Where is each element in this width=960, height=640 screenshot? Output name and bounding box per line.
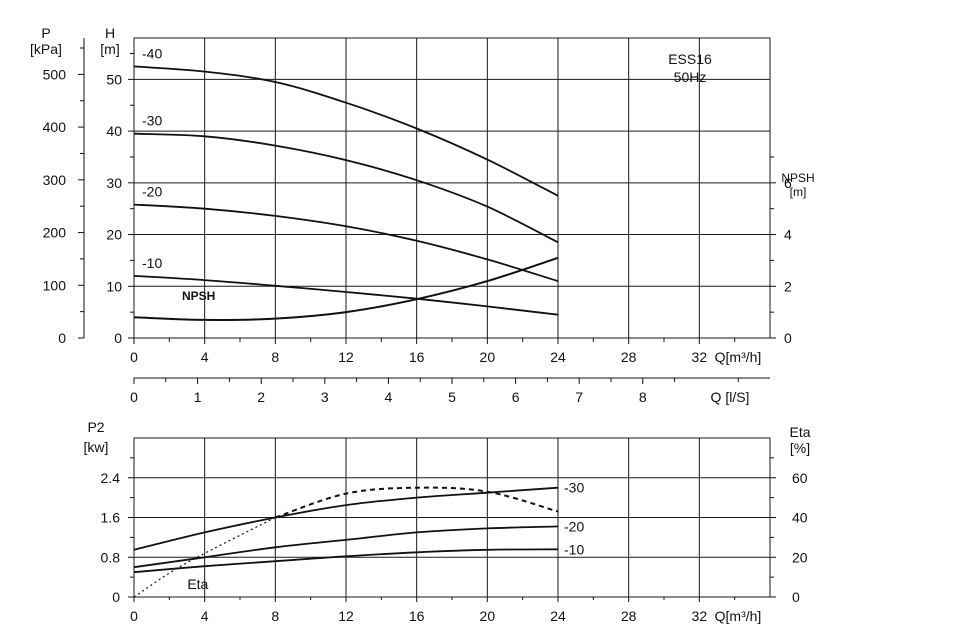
liters-tick-label: 1 — [194, 389, 202, 405]
power-tick-label: 1.6 — [101, 510, 121, 526]
power-series-label: -20 — [564, 518, 584, 534]
head-tick-label: 40 — [106, 123, 122, 139]
chart-title: ESS16 — [668, 51, 712, 67]
power-axis-unit: [kw] — [84, 439, 109, 455]
head-x-tick-label: 4 — [201, 349, 209, 365]
head-tick-label: 20 — [106, 227, 122, 243]
head-x-tick-label: 20 — [480, 349, 496, 365]
head-series-label: -20 — [142, 184, 162, 200]
head-x-tick-label: 24 — [550, 349, 566, 365]
pressure-tick-label: 400 — [43, 119, 67, 135]
liters-tick-label: 0 — [130, 389, 138, 405]
power-grid — [133, 437, 771, 598]
power-x-tick-label: 16 — [409, 608, 425, 624]
power-axes-ticks: 0 0.8 1.6 2.4 0 20 40 60 0 4 8 12 16 20 24 28 32 — [101, 457, 808, 624]
head-chart: P [kPa] H [m] NPSH [m] ESS16 50Hz Q[m³/h… — [30, 25, 815, 405]
liters-tick-label: 2 — [257, 389, 265, 405]
eta-tick-label: 0 — [792, 589, 800, 605]
head-curve — [133, 132, 559, 244]
liters-axis-label: Q [l/S] — [711, 389, 750, 405]
power-tick-label: 2.4 — [101, 470, 121, 486]
npsh-tick-label: 6 — [784, 175, 792, 191]
eta-series-label: Eta — [187, 576, 208, 592]
head-curve — [133, 256, 559, 321]
power-x-axis-label: Q[m³/h] — [715, 608, 762, 624]
power-curves: -30 -20 -10 Eta — [133, 480, 584, 598]
head-x-tick-label: 12 — [338, 349, 354, 365]
liters-tick-label: 3 — [321, 389, 329, 405]
power-x-tick-label: 8 — [271, 608, 279, 624]
head-curves: -40 -30 -20 -10 NPSH — [133, 45, 559, 321]
eta-tick-label: 40 — [792, 510, 808, 526]
head-x-tick-label: 32 — [692, 349, 708, 365]
power-x-tick-label: 20 — [480, 608, 496, 624]
head-x-axis-label: Q[m³/h] — [715, 349, 762, 365]
power-tick-label: 0 — [112, 589, 120, 605]
pressure-tick-label: 200 — [43, 225, 67, 241]
head-curve — [133, 203, 559, 282]
pressure-tick-label: 300 — [43, 172, 67, 188]
head-curve — [133, 65, 559, 197]
liters-tick-label: 6 — [512, 389, 520, 405]
eta-tick-label: 20 — [792, 549, 808, 565]
power-x-tick-label: 12 — [338, 608, 354, 624]
head-tick-label: 30 — [106, 175, 122, 191]
npsh-tick-label: 2 — [784, 278, 792, 294]
power-x-tick-label: 0 — [130, 608, 138, 624]
power-x-tick-label: 24 — [550, 608, 566, 624]
liters-tick-label: 7 — [575, 389, 583, 405]
head-series-label: -10 — [142, 255, 162, 271]
pressure-tick-label: 100 — [43, 277, 67, 293]
head-x-tick-label: 16 — [409, 349, 425, 365]
head-tick-label: 50 — [106, 71, 122, 87]
head-tick-label: 10 — [106, 278, 122, 294]
power-series-label: -30 — [564, 480, 584, 496]
liters-tick-label: 5 — [448, 389, 456, 405]
head-axis-name: H — [105, 25, 115, 41]
head-x-tick-label: 8 — [271, 349, 279, 365]
power-chart: P2 [kw] Eta [%] Q[m³/h] 00.81.62.4020406… — [84, 419, 811, 624]
eta-axis-name: Eta — [789, 424, 810, 440]
npsh-tick-label: 4 — [784, 227, 792, 243]
head-x-tick-label: 0 — [130, 349, 138, 365]
npsh-axis-unit: [m] — [790, 185, 807, 199]
liters-tick-label: 4 — [385, 389, 393, 405]
head-series-label: -30 — [142, 113, 162, 129]
head-axis-unit: [m] — [100, 41, 119, 57]
power-x-tick-label: 4 — [201, 608, 209, 624]
eta-axis-unit: [%] — [790, 440, 810, 456]
pressure-tick-label: 500 — [43, 66, 67, 82]
power-curve — [133, 525, 559, 569]
head-series-label: -40 — [142, 45, 162, 61]
head-x-tick-label: 28 — [621, 349, 637, 365]
pressure-axis-unit: [kPa] — [30, 41, 62, 57]
power-axis-name: P2 — [87, 419, 104, 435]
pressure-axis-name: P — [41, 25, 50, 41]
power-series-label: -10 — [564, 541, 584, 557]
power-x-tick-label: 28 — [621, 608, 637, 624]
power-tick-label: 0.8 — [101, 549, 121, 565]
liters-tick-label: 8 — [639, 389, 647, 405]
eta-tick-label: 60 — [792, 470, 808, 486]
power-x-tick-label: 32 — [692, 608, 708, 624]
head-curve — [133, 275, 559, 316]
npsh-series-label: NPSH — [182, 289, 215, 303]
eta-curve — [274, 486, 559, 519]
pressure-tick-label: 0 — [58, 330, 66, 346]
chart-subtitle: 50Hz — [674, 69, 707, 85]
power-curve — [133, 548, 559, 574]
head-tick-label: 0 — [114, 330, 122, 346]
npsh-axis-name: NPSH — [781, 171, 814, 185]
npsh-tick-label: 0 — [784, 330, 792, 346]
